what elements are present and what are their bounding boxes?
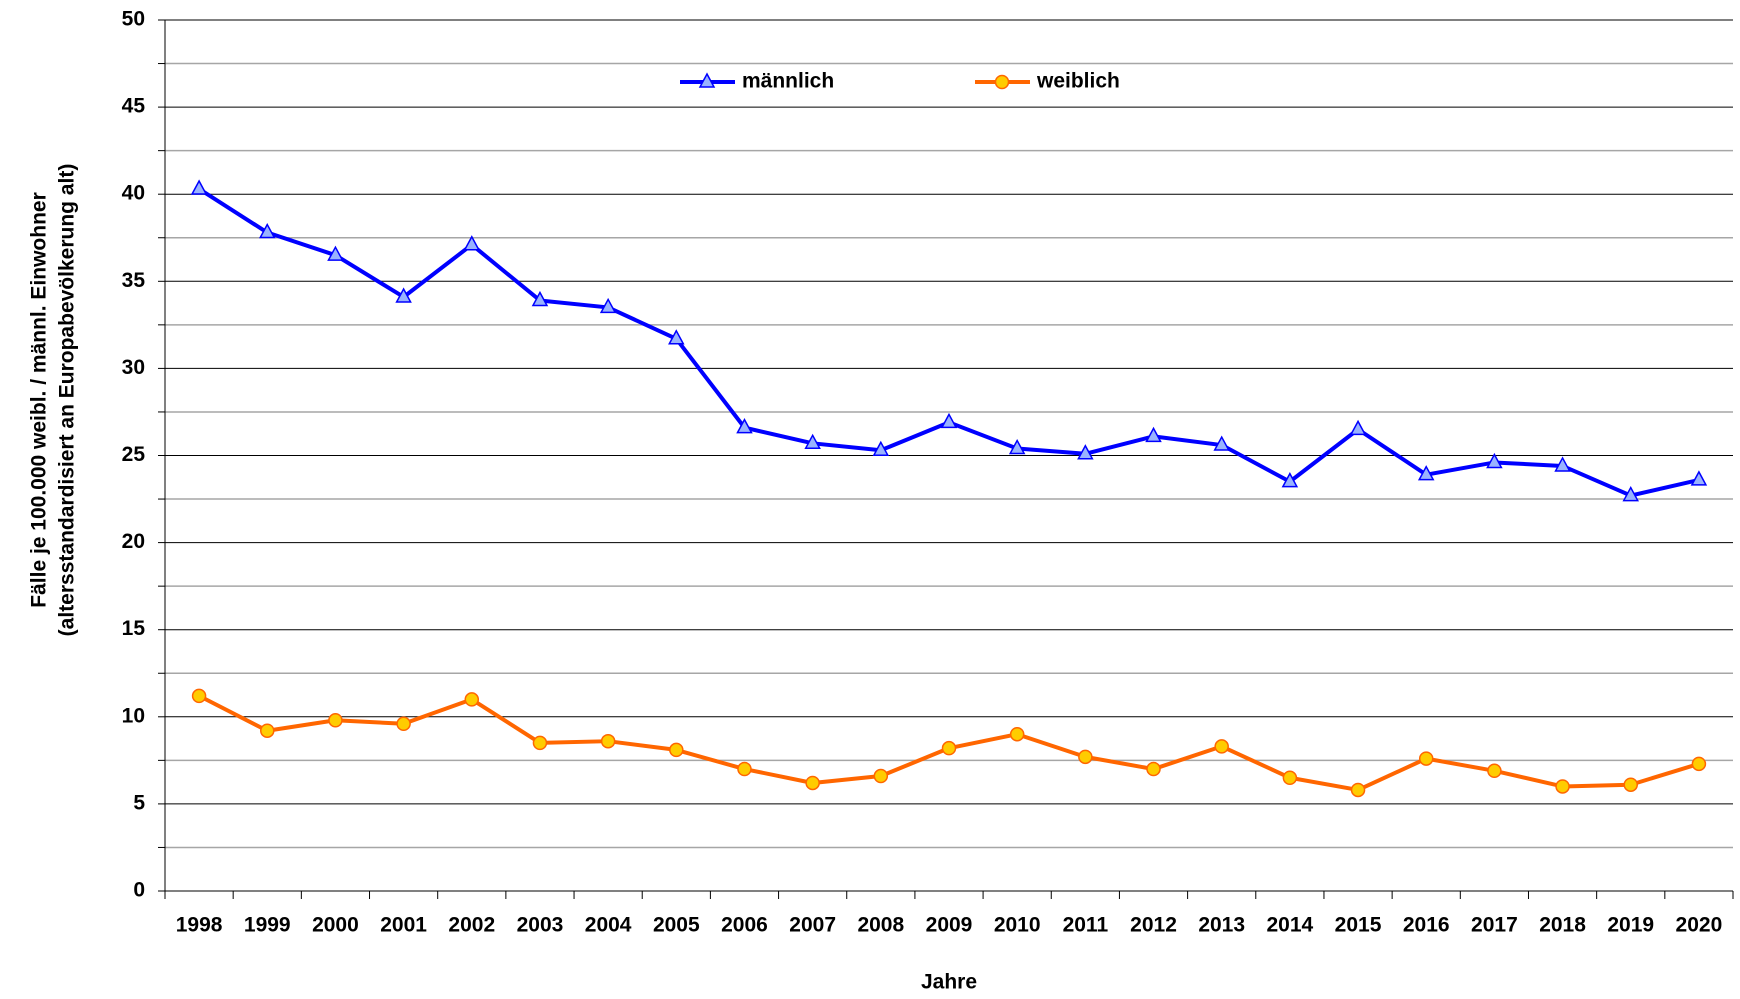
- x-tick-label: 2019: [1607, 914, 1654, 937]
- data-point: [1623, 777, 1638, 792]
- x-tick-label: 2006: [721, 914, 768, 937]
- data-point: [941, 740, 957, 756]
- data-point: [395, 287, 412, 303]
- data-point: [1486, 452, 1503, 469]
- x-tick-label: 2003: [517, 914, 564, 937]
- data-point: [1077, 444, 1094, 460]
- data-point: [1349, 419, 1367, 436]
- data-point: [873, 768, 889, 784]
- data-point: [1214, 739, 1229, 754]
- data-point: [259, 222, 276, 239]
- x-tick-label: 2020: [1676, 914, 1723, 937]
- data-point: [737, 761, 752, 777]
- data-point: [1146, 761, 1161, 777]
- data-point: [1213, 435, 1230, 451]
- x-tick-label: 2016: [1403, 914, 1450, 937]
- y-tick-label: 5: [133, 791, 145, 814]
- x-tick-label: 2012: [1130, 914, 1177, 937]
- x-tick-label: 2013: [1198, 914, 1245, 937]
- x-axis-label: Jahre: [921, 971, 977, 994]
- data-point: [872, 440, 890, 457]
- x-tick-label: 1998: [176, 914, 223, 937]
- data-point: [736, 418, 753, 434]
- y-tick-label: 30: [122, 356, 145, 379]
- x-tick-label: 2008: [857, 914, 904, 937]
- data-point: [1145, 426, 1162, 443]
- data-point: [1418, 751, 1434, 766]
- data-point: [532, 735, 548, 751]
- data-point: [464, 692, 480, 707]
- x-tick-label: 2018: [1539, 914, 1586, 937]
- y-tick-label: 0: [133, 879, 145, 902]
- y-tick-label: 15: [122, 617, 146, 640]
- data-point: [463, 235, 481, 251]
- x-tick-label: 2002: [448, 914, 495, 937]
- y-tick-label: 50: [122, 8, 145, 31]
- x-tick-label: 2010: [994, 914, 1041, 937]
- x-tick-label: 2017: [1471, 914, 1518, 937]
- x-tick-label: 2015: [1335, 914, 1382, 937]
- legend-marker: [994, 74, 1010, 90]
- series-line: [198, 187, 1700, 498]
- legend-label: weiblich: [1036, 70, 1120, 93]
- data-point: [1554, 456, 1571, 472]
- data-point: [191, 688, 207, 704]
- data-point: [940, 412, 958, 429]
- x-tick-label: 2005: [653, 914, 700, 937]
- data-point: [1417, 465, 1435, 481]
- legend-marker: [698, 72, 716, 88]
- data-point: [600, 733, 616, 749]
- data-point: [190, 179, 208, 195]
- x-tick-label: 2004: [585, 914, 632, 937]
- data-point: [805, 775, 820, 791]
- y-tick-label: 45: [122, 95, 146, 118]
- x-tick-label: 2000: [312, 914, 359, 937]
- data-point: [1690, 470, 1708, 486]
- data-point: [531, 290, 549, 307]
- data-point: [1281, 472, 1299, 488]
- data-point: [1008, 438, 1026, 455]
- data-point: [1350, 782, 1366, 798]
- x-tick-label: 2011: [1063, 914, 1109, 937]
- y-tick-label: 10: [122, 704, 145, 727]
- data-point: [804, 433, 821, 450]
- data-point: [599, 297, 617, 314]
- data-point: [328, 713, 343, 728]
- y-tick-label: 35: [122, 269, 146, 292]
- data-point: [1691, 756, 1707, 772]
- data-point: [1078, 749, 1093, 765]
- x-tick-label: 2007: [789, 914, 836, 937]
- y-axis-label: Fälle je 100.000 weibl. / männl. Einwohn…: [28, 192, 51, 607]
- data-point: [396, 716, 411, 732]
- data-point: [1009, 726, 1025, 742]
- y-tick-label: 25: [122, 443, 146, 466]
- data-point: [1622, 485, 1639, 502]
- data-point: [1487, 763, 1502, 779]
- data-point: [668, 329, 685, 345]
- x-tick-label: 2014: [1267, 914, 1314, 937]
- y-tick-label: 40: [122, 182, 145, 205]
- data-point: [327, 245, 344, 261]
- y-tick-label: 20: [122, 530, 145, 553]
- data-point: [669, 742, 684, 758]
- legend-label: männlich: [742, 70, 834, 93]
- x-tick-label: 2009: [926, 914, 973, 937]
- y-axis-label: (altersstandardisiert an Europabevölkeru…: [56, 164, 79, 637]
- data-point: [260, 723, 275, 738]
- x-tick-label: 2001: [380, 914, 427, 937]
- data-point: [1555, 779, 1570, 794]
- data-point: [1282, 770, 1298, 786]
- x-tick-label: 1999: [244, 914, 291, 937]
